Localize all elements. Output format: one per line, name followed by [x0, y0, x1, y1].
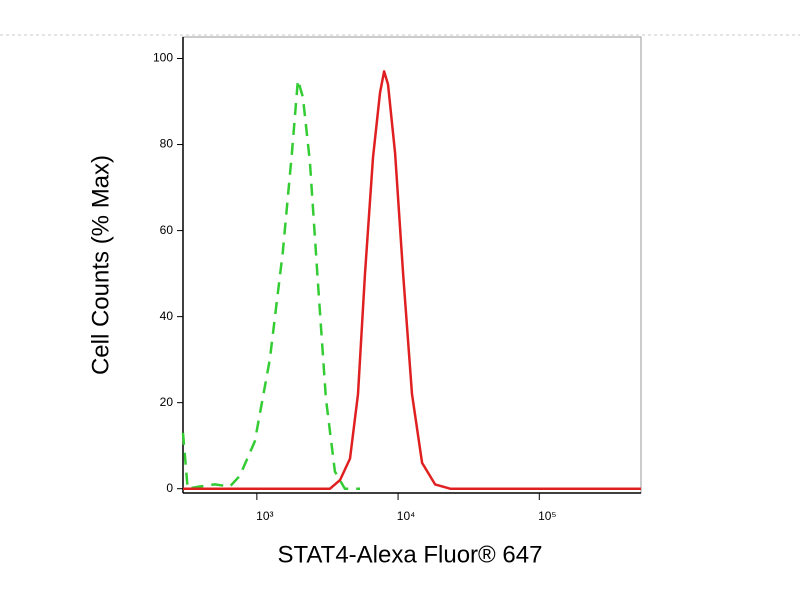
- y-tick-label: 40: [160, 309, 174, 323]
- y-tick-label: 20: [160, 395, 174, 409]
- plot-frame: [182, 36, 642, 494]
- x-axis-label: STAT4-Alexa Fluor® 647: [278, 541, 543, 568]
- series-line: [183, 70, 641, 490]
- y-tick-label: 60: [160, 223, 174, 237]
- x-tick-label: 10³: [256, 509, 273, 523]
- y-tick-label: 80: [160, 137, 174, 151]
- series-line: [181, 78, 360, 490]
- y-tick-label: 100: [153, 51, 173, 65]
- x-tick-label: 10⁴: [397, 509, 416, 523]
- y-axis-label: Cell Counts (% Max): [87, 155, 114, 375]
- y-tick-label: 0: [166, 481, 173, 495]
- x-tick-label: 10⁵: [538, 509, 556, 523]
